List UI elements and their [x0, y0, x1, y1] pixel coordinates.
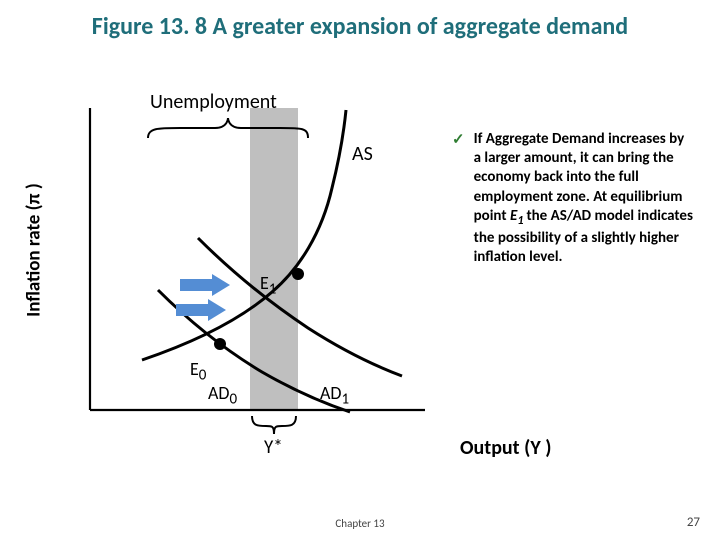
- as-curve: [142, 110, 346, 360]
- output-axis-label: Output (Y ): [460, 436, 551, 460]
- ad0-label: AD0: [208, 382, 237, 409]
- bottom-brace: [252, 416, 296, 434]
- chart: Unemployment Inflation rate (π ): [30, 100, 440, 470]
- point-e1: [292, 268, 304, 280]
- check-icon: ✓: [452, 130, 470, 149]
- footer-chapter: Chapter 13: [0, 517, 720, 530]
- full-employment-zone: [250, 108, 298, 410]
- ad1-label: AD1: [320, 382, 349, 409]
- e0-label: E0: [190, 358, 206, 385]
- y-star-label: Y*: [264, 436, 283, 459]
- ad0-label-sub: 0: [230, 391, 238, 409]
- e1-label-text: E: [260, 272, 269, 294]
- e1-label-sub: 1: [269, 281, 277, 299]
- chart-svg: [30, 100, 440, 470]
- point-e0: [214, 338, 226, 350]
- e0-label-text: E: [190, 358, 199, 380]
- bullet-note: ✓ If Aggregate Demand increases by a lar…: [452, 130, 696, 267]
- figure-title: Figure 13. 8 A greater expansion of aggr…: [0, 12, 720, 41]
- slide: Figure 13. 8 A greater expansion of aggr…: [0, 0, 720, 540]
- ad1-label-sub: 1: [342, 391, 350, 409]
- as-label: AS: [352, 142, 373, 166]
- ad0-label-text: AD: [208, 382, 230, 404]
- shift-arrow-2: [176, 299, 226, 321]
- footer-page-number: 27: [687, 515, 700, 530]
- ad1-label-text: AD: [320, 382, 342, 404]
- e1-label: E1: [260, 272, 276, 299]
- bullet-text: If Aggregate Demand increases by a large…: [474, 130, 694, 267]
- shift-arrow-1: [180, 274, 230, 296]
- e0-label-sub: 0: [199, 367, 207, 385]
